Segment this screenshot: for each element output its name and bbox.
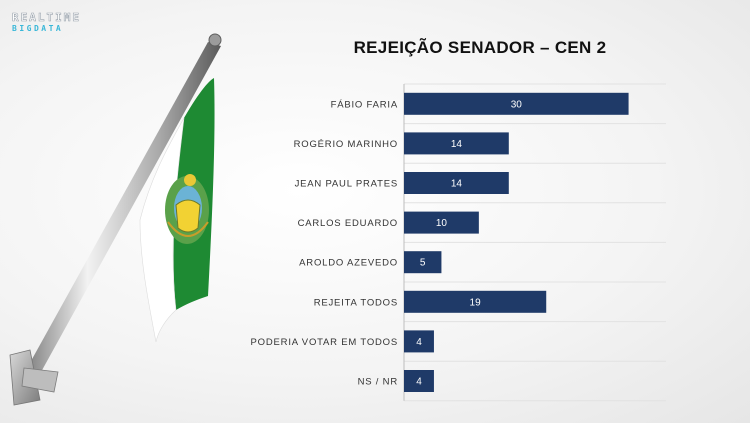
bar bbox=[404, 211, 479, 234]
data-label: 30 bbox=[511, 99, 523, 110]
bar bbox=[404, 92, 629, 115]
category-label: REJEITA TODOS bbox=[314, 297, 398, 308]
data-label: 4 bbox=[416, 377, 422, 388]
data-label: 19 bbox=[470, 297, 482, 308]
category-label: JEAN PAUL PRATES bbox=[295, 179, 398, 190]
bar bbox=[404, 251, 442, 274]
bar bbox=[404, 132, 509, 155]
category-label: PODERIA VOTAR EM TODOS bbox=[251, 337, 398, 348]
logo-line1: REALTIME bbox=[12, 11, 81, 24]
realtime-bigdata-logo: REALTIME BIGDATA bbox=[12, 12, 81, 33]
bar bbox=[404, 172, 509, 194]
data-label: 5 bbox=[420, 258, 426, 269]
data-label: 4 bbox=[416, 337, 422, 348]
data-label: 14 bbox=[451, 179, 463, 190]
logo-line2: BIGDATA bbox=[12, 24, 64, 33]
chart-title: REJEIÇÃO SENADOR – CEN 2 bbox=[353, 38, 607, 57]
category-label: ROGÉRIO MARINHO bbox=[294, 139, 398, 150]
bar bbox=[404, 370, 434, 392]
category-label: NS / NR bbox=[358, 377, 398, 388]
category-label: FÁBIO FARIA bbox=[331, 99, 398, 110]
rio-grande-do-norte-flag-illustration bbox=[9, 33, 222, 406]
data-label: 10 bbox=[436, 218, 448, 229]
bar bbox=[404, 290, 547, 313]
data-label: 14 bbox=[451, 139, 463, 150]
bar bbox=[404, 330, 434, 353]
category-label: CARLOS EDUARDO bbox=[298, 218, 398, 229]
category-label: AROLDO AZEVEDO bbox=[299, 258, 398, 269]
